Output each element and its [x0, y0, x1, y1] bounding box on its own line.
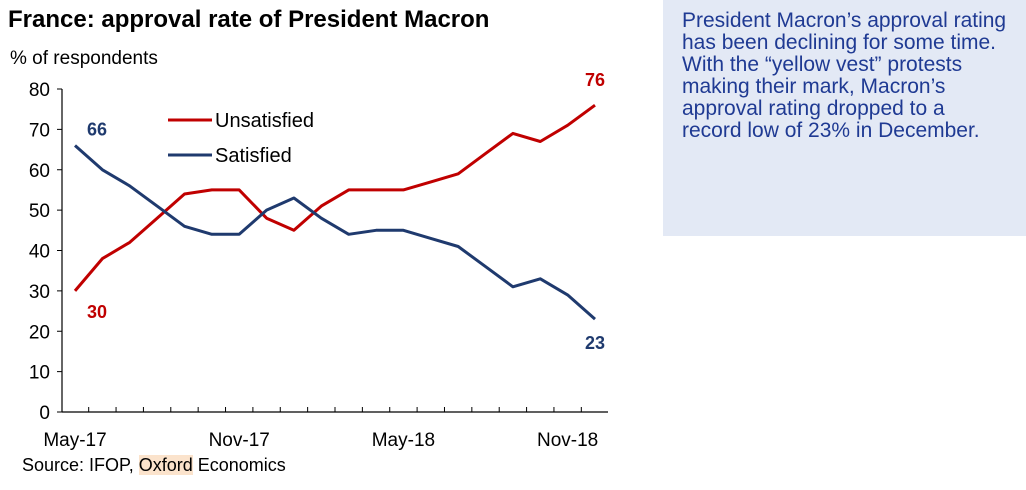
- source-suffix: Economics: [192, 455, 286, 475]
- series-line-satisfied: [74, 144, 596, 321]
- data-label-satisfied: 66: [87, 120, 107, 140]
- source-prefix: Source: IFOP,: [22, 455, 139, 475]
- y-tick-label: 10: [29, 363, 50, 384]
- source-highlight: Oxford: [138, 455, 193, 475]
- y-tick-label: 0: [39, 403, 50, 424]
- legend-label-satisfied: Satisfied: [215, 145, 292, 167]
- x-tick-label: Nov-18: [537, 430, 598, 451]
- commentary-box: President Macron’s approval rating has b…: [663, 0, 1026, 236]
- x-tick-label: May-17: [43, 430, 106, 451]
- y-tick-label: 30: [29, 282, 50, 303]
- data-label-unsatisfied: 30: [87, 302, 107, 322]
- commentary-text: President Macron’s approval rating has b…: [682, 9, 1007, 142]
- y-tick-label: 50: [29, 201, 50, 222]
- y-tick-label: 80: [29, 80, 50, 101]
- y-tick-label: 60: [29, 161, 50, 182]
- series-line-unsatisfied: [73, 103, 596, 292]
- legend-label-unsatisfied: Unsatisfied: [215, 110, 314, 132]
- x-tick-label: Nov-17: [209, 430, 270, 451]
- line-chart: 0 10 20 30 40 50 60 70 80 May-17 Nov-17 May-18 Nov-…: [29, 70, 608, 451]
- data-label-satisfied: 23: [585, 333, 605, 353]
- y-tick-label: 70: [29, 120, 50, 141]
- data-label-unsatisfied: 76: [585, 70, 605, 90]
- x-tick-label: May-18: [372, 430, 435, 451]
- unit-label: % of respondents: [10, 48, 158, 69]
- y-tick-label: 40: [29, 242, 50, 263]
- chart-title: France: approval rate of President Macro…: [8, 6, 490, 33]
- source-note: Source: IFOP, Oxford Economics: [22, 455, 286, 476]
- y-tick-label: 20: [29, 322, 50, 343]
